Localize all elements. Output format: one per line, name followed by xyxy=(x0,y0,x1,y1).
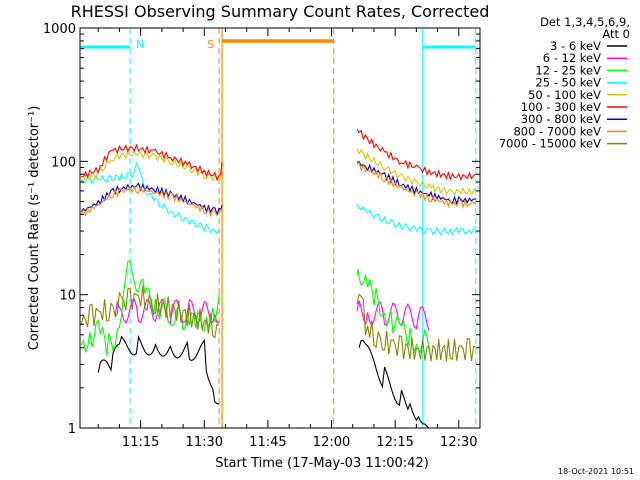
series-8-segment-1 xyxy=(356,293,476,362)
y-tick-label: 10 xyxy=(59,289,76,304)
series-8 xyxy=(80,285,476,362)
series-7-segment-1 xyxy=(356,161,477,209)
time-guides xyxy=(79,28,477,428)
series-2-segment-1 xyxy=(356,268,430,355)
y-tick-label: 1000 xyxy=(43,22,76,37)
series-5-segment-0 xyxy=(81,143,223,182)
x-tick-label: 12:30 xyxy=(440,435,477,450)
series-4-segment-1 xyxy=(356,148,477,197)
series-2-segment-0 xyxy=(80,260,220,356)
series-layer xyxy=(80,128,477,429)
series-0-segment-0 xyxy=(97,334,220,405)
series-7-segment-0 xyxy=(80,184,223,218)
series-5 xyxy=(81,128,477,182)
series-3-segment-1 xyxy=(356,203,477,236)
marker-label-n: N xyxy=(136,38,144,51)
series-0 xyxy=(97,334,430,429)
x-tick-label: 12:00 xyxy=(313,435,350,450)
series-3 xyxy=(80,161,477,236)
timestamp: 18-Oct-2021 10:51 xyxy=(558,467,634,476)
series-4 xyxy=(80,148,477,197)
marker-label-s: S xyxy=(207,38,214,51)
legend-label: 3 - 6 keV xyxy=(550,39,601,53)
legend-label: 100 - 300 keV xyxy=(521,100,601,114)
axes: 11:15 11:30 11:45 12:00 12:15 12:30 1 10 100 1000 xyxy=(43,22,481,450)
legend-label: 25 - 50 keV xyxy=(535,76,601,90)
legend-label: 50 - 100 keV xyxy=(528,88,601,102)
x-tick-label: 11:45 xyxy=(249,435,286,450)
y-tick-label: 100 xyxy=(51,155,76,170)
series-8-segment-0 xyxy=(80,285,220,339)
series-5-segment-1 xyxy=(356,128,477,181)
series-6-segment-1 xyxy=(356,160,476,206)
y-tick-label: 1 xyxy=(68,422,76,437)
series-0-segment-1 xyxy=(358,339,430,429)
legend-label: 12 - 25 keV xyxy=(535,63,601,77)
legend-header-line-0: Det 1,3,4,5,6,9, xyxy=(540,15,630,29)
legend-label: 300 - 800 keV xyxy=(521,112,601,126)
legend-label: 7000 - 15000 keV xyxy=(499,137,601,151)
x-tick-label: 12:15 xyxy=(376,435,413,450)
legend-header-line-1: Att 0 xyxy=(602,27,630,41)
series-1-segment-1 xyxy=(356,300,430,332)
y-axis-label: Corrected Count Rate (s⁻¹ detector⁻¹) xyxy=(27,106,42,351)
x-axis-label: Start Time (17-May-03 11:00:42) xyxy=(215,456,429,471)
x-tick-label: 11:30 xyxy=(186,435,223,450)
plot-frame xyxy=(79,27,481,429)
legend-label: 800 - 7000 keV xyxy=(513,124,601,138)
series-7 xyxy=(80,161,477,218)
series-3-segment-0 xyxy=(80,161,220,235)
chart-title: RHESSI Observing Summary Count Rates, Co… xyxy=(71,2,490,21)
legend-label: 6 - 12 keV xyxy=(543,51,601,65)
x-tick-label: 11:15 xyxy=(122,435,159,450)
series-4-segment-0 xyxy=(80,149,223,183)
